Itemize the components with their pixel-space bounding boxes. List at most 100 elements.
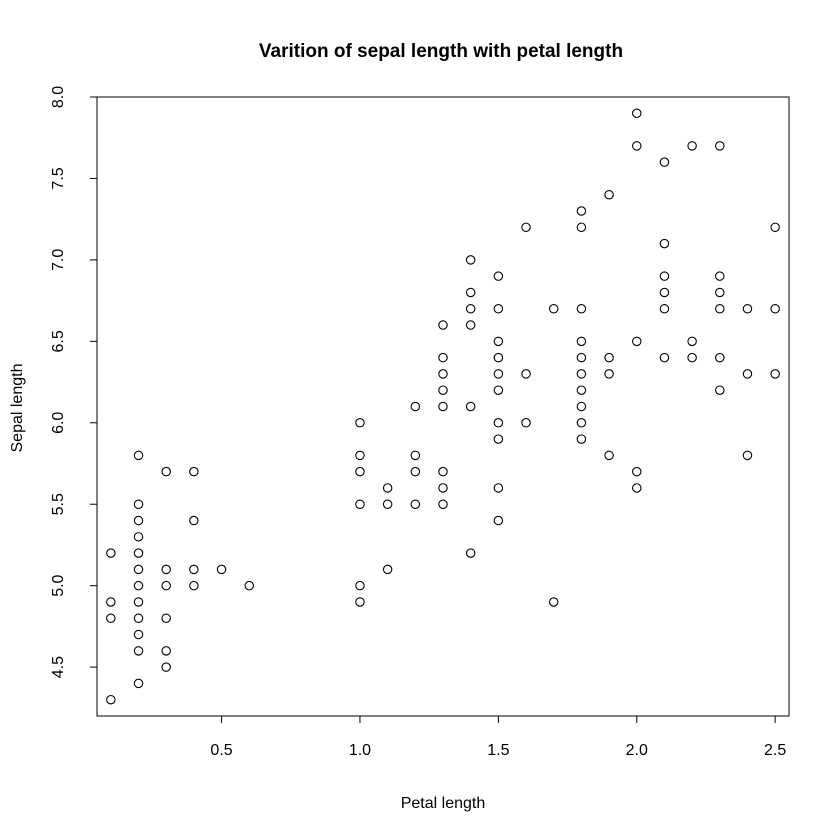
data-point [576, 434, 587, 444]
data-point [493, 434, 504, 444]
data-point [465, 548, 476, 558]
data-point [438, 320, 448, 330]
data-point [715, 304, 725, 314]
data-point [438, 352, 448, 363]
y-tick-label: 7.0 [50, 249, 67, 271]
data-point [632, 108, 642, 119]
data-point [382, 499, 393, 509]
data-point [465, 320, 476, 330]
data-point [410, 466, 421, 477]
data-point [438, 499, 448, 509]
data-point [576, 369, 587, 379]
data-point [632, 336, 642, 347]
data-point [493, 515, 504, 526]
data-point [161, 662, 171, 672]
data-point [715, 271, 725, 281]
data-point [355, 580, 365, 591]
x-tick-label: 2.0 [626, 742, 648, 759]
data-point [355, 450, 365, 461]
data-point [632, 483, 642, 493]
data-point [133, 597, 144, 607]
data-point [189, 564, 199, 575]
x-tick-label: 2.5 [764, 742, 786, 759]
data-point [493, 304, 504, 314]
data-point [742, 450, 753, 461]
data-point [438, 385, 448, 395]
data-point [576, 352, 587, 363]
data-point [604, 189, 614, 200]
data-point [770, 369, 780, 379]
data-point [133, 678, 144, 689]
data-point [632, 141, 642, 151]
data-point [410, 450, 421, 461]
data-point [770, 304, 780, 314]
data-point [355, 466, 365, 477]
y-tick-label: 5.5 [50, 493, 67, 515]
data-point [659, 287, 670, 298]
data-point [493, 336, 504, 347]
data-point [106, 597, 116, 607]
data-point [106, 613, 116, 624]
data-point [604, 450, 614, 461]
data-point [659, 238, 670, 249]
data-point [465, 287, 476, 298]
data-point [133, 499, 144, 509]
y-axis-label: Sepal length [9, 364, 26, 453]
data-point [438, 466, 448, 477]
data-point [493, 418, 504, 428]
y-tick-label: 8.0 [50, 86, 67, 108]
data-point [493, 385, 504, 395]
data-point [715, 352, 725, 363]
data-points [106, 108, 780, 705]
data-point [189, 466, 199, 477]
data-point [493, 369, 504, 379]
data-point [355, 418, 365, 428]
data-point [742, 369, 753, 379]
data-point [133, 532, 144, 542]
data-point [576, 418, 587, 428]
y-axis: 4.5 5.0 5.5 6.0 6.5 7.0 7.5 8.0 [50, 86, 98, 678]
data-point [576, 401, 587, 412]
y-tick-label: 6.0 [50, 412, 67, 434]
data-point [604, 352, 614, 363]
data-point [161, 466, 171, 477]
data-point [133, 646, 144, 656]
x-tick-label: 1.5 [487, 742, 509, 759]
data-point [659, 304, 670, 314]
data-point [715, 385, 725, 395]
data-point [133, 450, 144, 461]
data-point [465, 304, 476, 314]
data-point [659, 157, 670, 167]
data-point [576, 206, 587, 216]
data-point [189, 580, 199, 591]
data-point [521, 369, 531, 379]
data-point [438, 369, 448, 379]
data-point [576, 336, 587, 347]
data-point [355, 597, 365, 607]
data-point [687, 336, 697, 347]
data-point [742, 304, 753, 314]
data-point [632, 466, 642, 477]
data-point [687, 352, 697, 363]
data-point [715, 287, 725, 298]
data-point [465, 255, 476, 265]
data-point [438, 401, 448, 412]
chart-title: Varition of sepal length with petal leng… [259, 41, 623, 62]
data-point [410, 401, 421, 412]
data-point [355, 499, 365, 509]
data-point [604, 369, 614, 379]
data-point [161, 613, 171, 624]
x-tick-label: 1.0 [349, 742, 371, 759]
y-tick-label: 4.5 [50, 656, 67, 678]
data-point [133, 564, 144, 575]
data-point [548, 597, 559, 607]
data-point [576, 222, 587, 233]
data-point [465, 401, 476, 412]
data-point [493, 352, 504, 363]
data-point [521, 418, 531, 428]
y-tick-label: 7.5 [50, 167, 67, 189]
data-point [161, 580, 171, 591]
y-tick-label: 5.0 [50, 574, 67, 596]
data-point [493, 483, 504, 493]
